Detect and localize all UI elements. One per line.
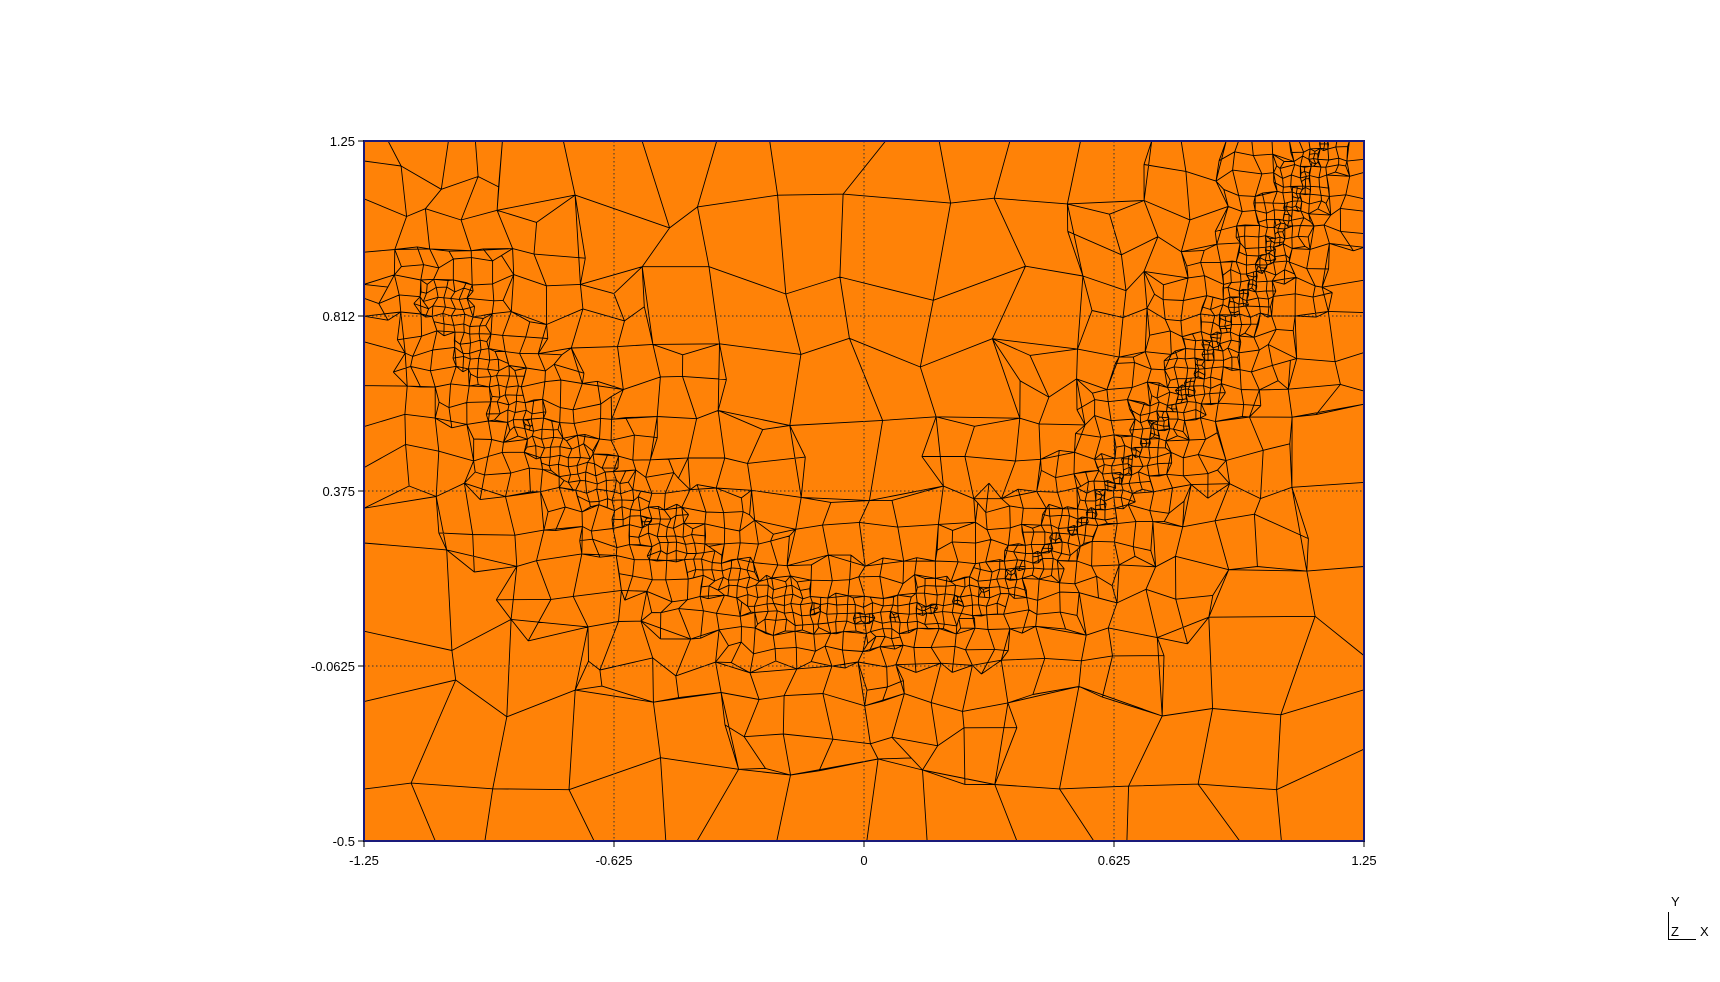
x-tick-label: -0.625	[596, 853, 633, 868]
triad-y-label: Y	[1671, 894, 1680, 909]
grid-lines	[364, 141, 1364, 841]
x-axis: -1.25 -0.625 0 0.625 1.25	[349, 841, 1377, 868]
y-tick-label: 0.812	[322, 309, 355, 324]
mesh-element-edges	[364, 141, 1364, 841]
y-tick-label: -0.5	[333, 834, 355, 849]
triad-z-label: Z	[1671, 924, 1679, 939]
triad-x-axis-line	[1668, 939, 1696, 940]
y-tick-label: 1.25	[330, 134, 355, 149]
x-tick-label: -1.25	[349, 853, 379, 868]
x-tick-label: 0.625	[1098, 853, 1131, 868]
triad-y-axis-line	[1668, 912, 1669, 939]
x-tick-label: 0	[860, 853, 867, 868]
y-tick-label: 0.375	[322, 484, 355, 499]
mesh-edges-path	[364, 141, 1364, 841]
x-tick-label: 1.25	[1351, 853, 1376, 868]
y-axis: 1.25 0.812 0.375 -0.0625 -0.5	[311, 134, 364, 849]
y-tick-label: -0.0625	[311, 659, 355, 674]
triad-x-label: X	[1700, 924, 1709, 939]
